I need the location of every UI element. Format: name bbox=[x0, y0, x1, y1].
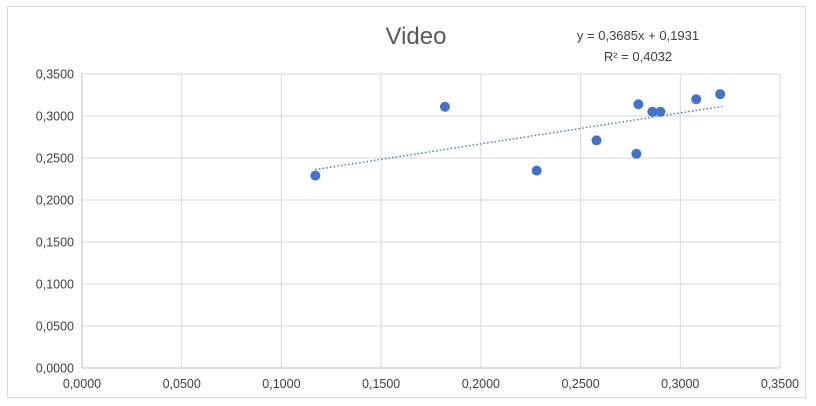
y-tick-label: 0,1000 bbox=[36, 278, 74, 292]
y-tick-label: 0,1500 bbox=[36, 236, 74, 250]
data-point bbox=[715, 89, 726, 100]
y-tick-label: 0,3500 bbox=[36, 68, 74, 82]
x-tick-label: 0,2500 bbox=[561, 377, 599, 391]
grid-lines bbox=[82, 73, 781, 368]
x-tick-label: 0,1500 bbox=[362, 377, 400, 391]
data-points bbox=[310, 89, 726, 181]
x-tick-label: 0,3500 bbox=[761, 377, 799, 391]
y-tick-label: 0,2000 bbox=[36, 194, 74, 208]
x-tick-label: 0,3000 bbox=[661, 377, 699, 391]
data-point bbox=[691, 94, 702, 105]
trendline-equation: y = 0,3685x + 0,1931 bbox=[577, 28, 699, 43]
y-tick-label: 0,3000 bbox=[36, 110, 74, 124]
y-tick-label: 0,0500 bbox=[36, 320, 74, 334]
data-point bbox=[655, 106, 666, 117]
chart-title: Video bbox=[386, 23, 447, 50]
data-point bbox=[631, 148, 642, 159]
y-tick-label: 0,0000 bbox=[36, 362, 74, 376]
data-point bbox=[647, 106, 658, 117]
data-point bbox=[439, 101, 450, 112]
y-tick-label: 0,2500 bbox=[36, 152, 74, 166]
chart-frame bbox=[7, 6, 806, 398]
data-point bbox=[633, 99, 644, 110]
x-tick-label: 0,2000 bbox=[462, 377, 500, 391]
x-tick-label: 0,0500 bbox=[163, 377, 201, 391]
x-tick-labels: 0,0000 0,0500 0,1000 0,1500 0,2000 0,2500 0,30… bbox=[63, 377, 799, 391]
data-point bbox=[531, 165, 542, 176]
trendline-r-squared: R² = 0,4032 bbox=[604, 49, 672, 64]
y-tick-labels: 0,0000 0,0500 0,1000 0,1500 0,2000 0,2500 0,30… bbox=[36, 68, 74, 376]
axes bbox=[81, 74, 780, 369]
x-tick-label: 0,0000 bbox=[63, 377, 101, 391]
data-point bbox=[310, 170, 321, 181]
data-point bbox=[591, 135, 602, 146]
x-tick-label: 0,1000 bbox=[262, 377, 300, 391]
